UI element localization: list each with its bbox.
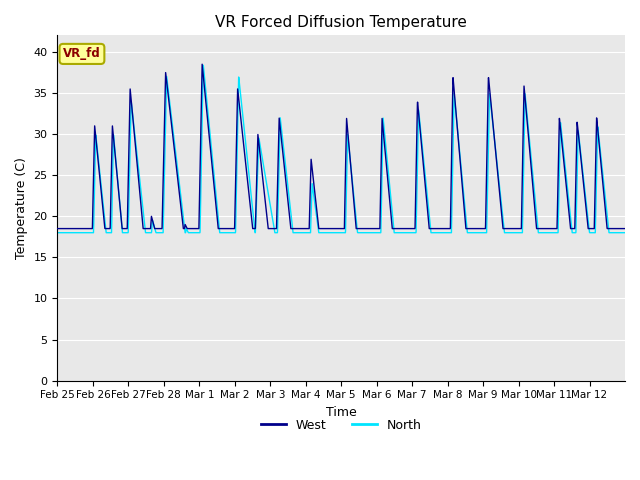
Y-axis label: Temperature (C): Temperature (C) — [15, 157, 28, 259]
Title: VR Forced Diffusion Temperature: VR Forced Diffusion Temperature — [215, 15, 467, 30]
Text: VR_fd: VR_fd — [63, 48, 101, 60]
Legend: West, North: West, North — [256, 414, 426, 437]
X-axis label: Time: Time — [326, 406, 356, 419]
